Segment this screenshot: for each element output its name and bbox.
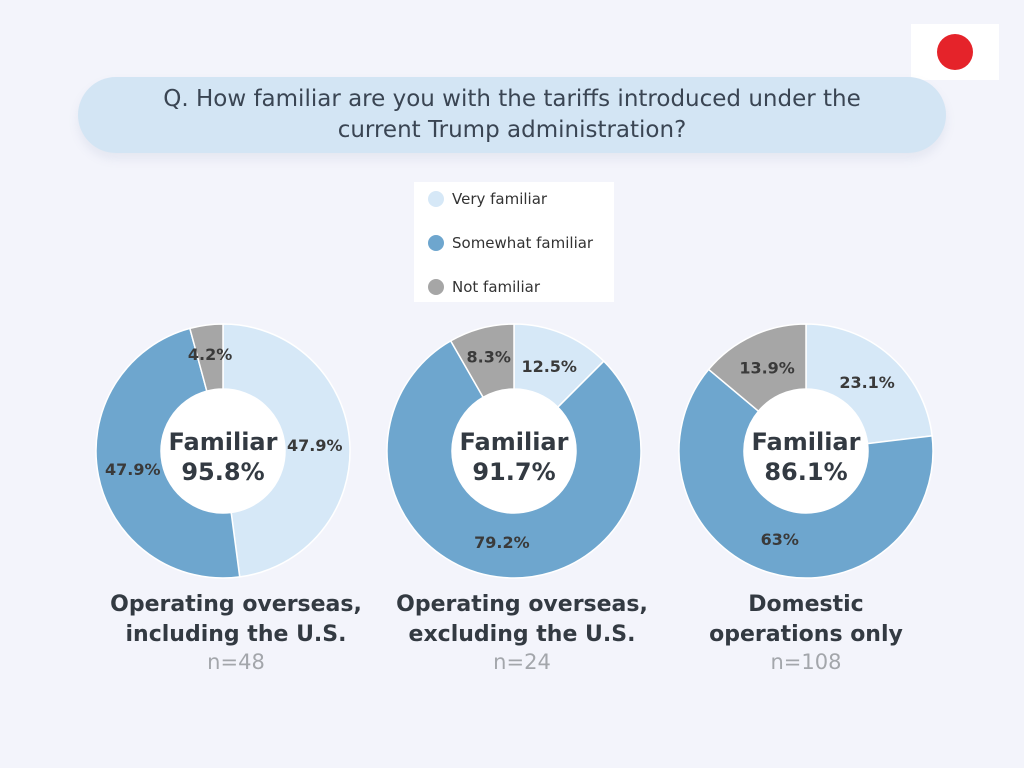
chart-2-title-line-2: excluding the U.S. bbox=[408, 622, 636, 647]
legend-swatch-somewhat-familiar bbox=[428, 235, 444, 251]
chart-1-center-hole bbox=[161, 389, 285, 513]
question-banner: Q. How familiar are you with the tariffs… bbox=[78, 77, 946, 153]
chart-3-center-hole bbox=[744, 389, 868, 513]
chart-1-title-line-1: Operating overseas, bbox=[110, 592, 362, 617]
chart-3-title: Domestic operations only bbox=[656, 590, 956, 650]
chart-2-center-hole bbox=[452, 389, 576, 513]
chart-2-center-label-line-1: Familiar bbox=[460, 428, 569, 456]
chart-1-value-label-not-familiar: 4.2% bbox=[188, 345, 232, 364]
legend-label-not-familiar: Not familiar bbox=[452, 278, 540, 296]
chart-2-sample-size: n=24 bbox=[493, 650, 551, 674]
chart-1-title-line-2: including the U.S. bbox=[125, 622, 347, 647]
chart-2-value-label-somewhat-familiar: 79.2% bbox=[474, 533, 530, 552]
chart-3-value-label-somewhat-familiar: 63% bbox=[761, 530, 799, 549]
chart-1-center-label-line-1: Familiar bbox=[169, 428, 278, 456]
legend-item-not-familiar: Not familiar bbox=[428, 276, 540, 298]
chart-2-title-line-1: Operating overseas, bbox=[396, 592, 648, 617]
flag-red-circle bbox=[937, 34, 973, 70]
legend-label-very-familiar: Very familiar bbox=[452, 190, 548, 208]
chart-3-center-label-line-1: Familiar bbox=[752, 428, 861, 456]
chart-1-title: Operating overseas, including the U.S. bbox=[86, 590, 386, 650]
chart-3-title-line-2: operations only bbox=[709, 622, 903, 647]
legend-label-somewhat-familiar: Somewhat familiar bbox=[452, 234, 594, 252]
legend-item-very-familiar: Very familiar bbox=[428, 188, 547, 210]
legend-swatch-very-familiar bbox=[428, 191, 444, 207]
chart-legend: Very familiar Somewhat familiar Not fami… bbox=[414, 182, 614, 302]
chart-1-center-label-line-2: 95.8% bbox=[181, 458, 264, 486]
chart-2-value-label-not-familiar: 8.3% bbox=[467, 347, 511, 366]
chart-1-sample-size: n=48 bbox=[207, 650, 265, 674]
chart-1-value-label-somewhat-familiar: 47.9% bbox=[105, 460, 161, 479]
japan-flag bbox=[911, 24, 999, 80]
chart-2-center-label-line-2: 91.7% bbox=[472, 458, 555, 486]
chart-3-center-label-line-2: 86.1% bbox=[764, 458, 847, 486]
chart-3-title-line-1: Domestic bbox=[748, 592, 864, 617]
question-text: Q. How familiar are you with the tariffs… bbox=[163, 86, 861, 143]
chart-2-title: Operating overseas, excluding the U.S. bbox=[372, 590, 672, 650]
chart-1-value-label-very-familiar: 47.9% bbox=[287, 436, 343, 455]
chart-3-value-label-not-familiar: 13.9% bbox=[739, 359, 795, 378]
chart-3-sample-size: n=108 bbox=[770, 650, 842, 674]
legend-item-somewhat-familiar: Somewhat familiar bbox=[428, 232, 593, 254]
legend-swatch-not-familiar bbox=[428, 279, 444, 295]
chart-3-value-label-very-familiar: 23.1% bbox=[839, 373, 895, 392]
chart-2-value-label-very-familiar: 12.5% bbox=[521, 357, 577, 376]
